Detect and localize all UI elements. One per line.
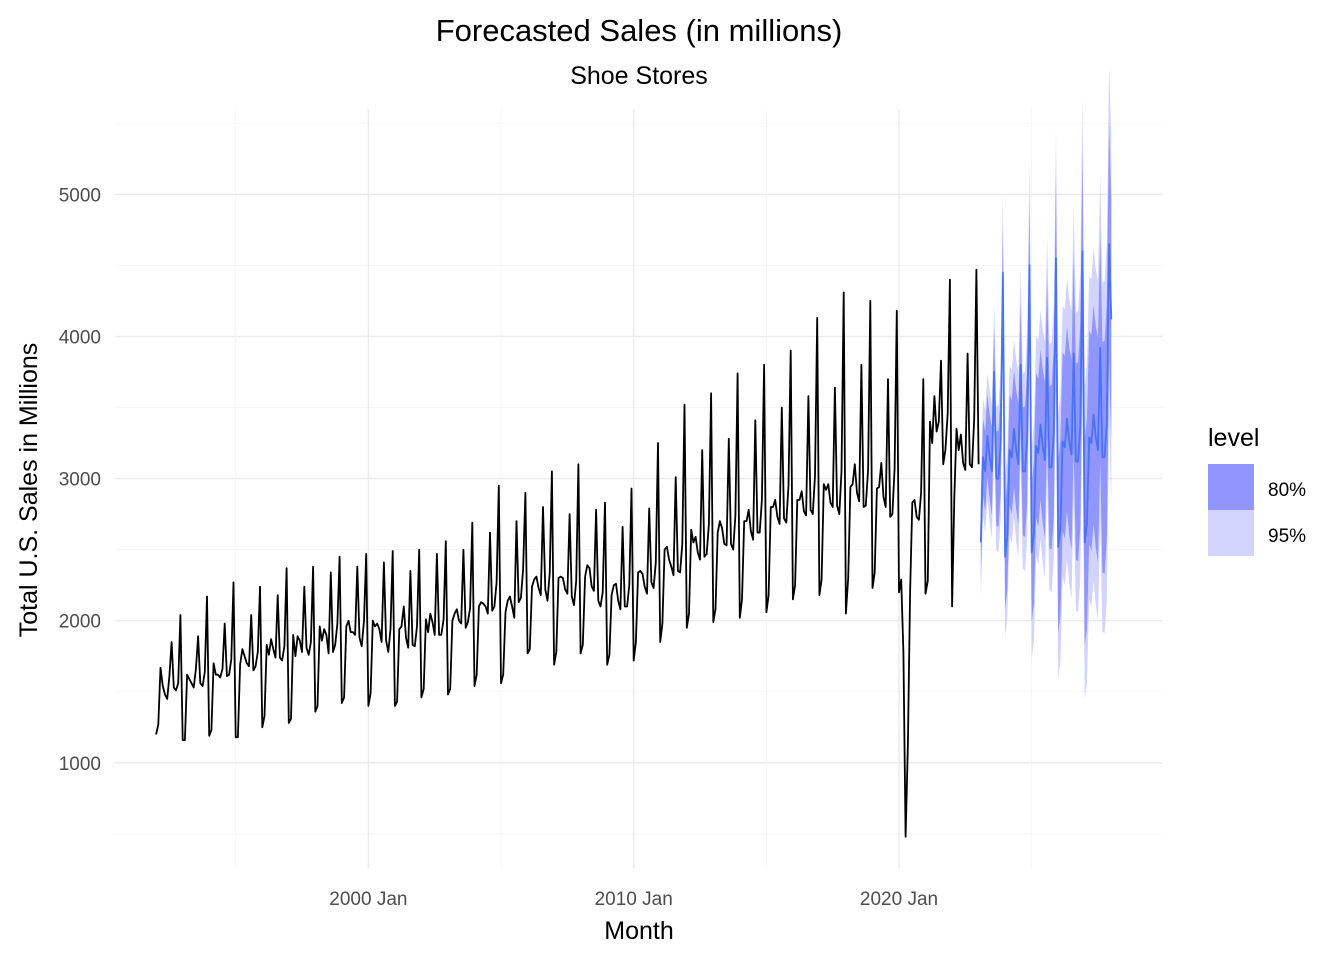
forecast-mean-line bbox=[979, 243, 1113, 558]
series-lines bbox=[155, 243, 1113, 838]
x-tick-label: 2000 Jan bbox=[329, 889, 407, 910]
y-tick-label: 2000 bbox=[59, 612, 101, 633]
legend-swatch-80 bbox=[1208, 464, 1254, 510]
x-tick-label: 2010 Jan bbox=[595, 889, 673, 910]
legend-swatch-95 bbox=[1208, 510, 1254, 556]
legend: level 80% 95% bbox=[1208, 424, 1306, 556]
legend-label-80: 80% bbox=[1268, 480, 1306, 501]
legend-label-95: 95% bbox=[1268, 526, 1306, 547]
chart-subtitle: Shoe Stores bbox=[570, 62, 708, 90]
y-tick-labels: 1000 2000 3000 4000 5000 bbox=[59, 185, 101, 775]
y-tick-label: 3000 bbox=[59, 470, 101, 491]
y-tick-label: 4000 bbox=[59, 327, 101, 348]
y-tick-label: 5000 bbox=[59, 185, 101, 206]
y-tick-label: 1000 bbox=[59, 754, 101, 775]
observed-line bbox=[155, 268, 980, 838]
chart-title: Forecasted Sales (in millions) bbox=[436, 13, 843, 48]
x-tick-label: 2020 Jan bbox=[860, 889, 938, 910]
x-tick-labels: 2000 Jan 2010 Jan 2020 Jan bbox=[329, 889, 938, 910]
x-axis-title: Month bbox=[604, 917, 673, 945]
legend-title: level bbox=[1208, 424, 1259, 452]
y-axis-title: Total U.S. Sales in Millions bbox=[15, 343, 43, 638]
